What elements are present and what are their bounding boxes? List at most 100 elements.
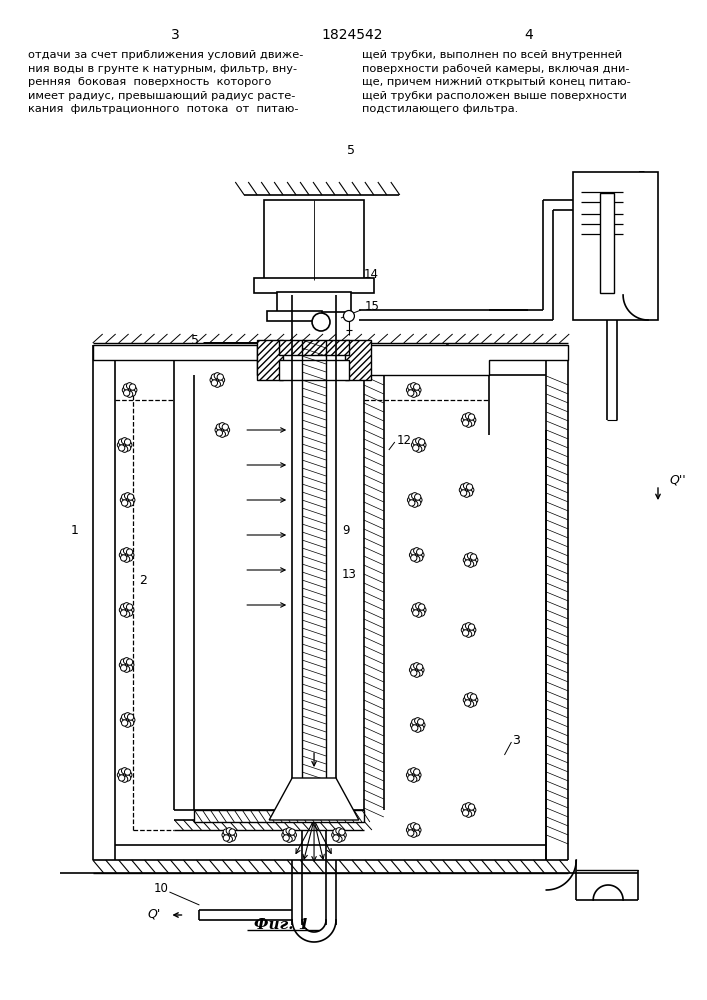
Circle shape — [214, 381, 221, 387]
Circle shape — [217, 374, 223, 380]
Circle shape — [286, 828, 292, 834]
Circle shape — [461, 627, 467, 633]
Circle shape — [469, 417, 476, 423]
Text: 4: 4 — [443, 342, 450, 355]
Circle shape — [120, 497, 127, 503]
Circle shape — [419, 439, 425, 445]
Circle shape — [410, 722, 416, 728]
Circle shape — [469, 630, 474, 636]
Circle shape — [122, 714, 128, 720]
Circle shape — [127, 665, 133, 671]
Text: 10: 10 — [154, 882, 169, 894]
Circle shape — [122, 768, 128, 774]
Circle shape — [120, 604, 127, 610]
Circle shape — [127, 494, 134, 500]
Bar — [194, 810, 364, 822]
Circle shape — [416, 664, 423, 670]
Circle shape — [214, 373, 221, 379]
Circle shape — [463, 557, 469, 563]
Bar — [600, 193, 614, 293]
Circle shape — [413, 439, 419, 445]
Circle shape — [414, 500, 421, 506]
Bar — [279, 360, 349, 380]
Circle shape — [128, 552, 134, 558]
Text: Q': Q' — [148, 908, 161, 920]
Polygon shape — [349, 345, 568, 375]
Circle shape — [411, 442, 418, 448]
Circle shape — [290, 832, 296, 838]
Text: 15: 15 — [365, 300, 380, 314]
Circle shape — [127, 720, 134, 726]
Circle shape — [122, 438, 128, 444]
Circle shape — [124, 493, 131, 499]
Circle shape — [129, 390, 136, 396]
Circle shape — [469, 627, 476, 633]
Bar — [267, 311, 322, 321]
Circle shape — [407, 497, 414, 503]
Circle shape — [129, 717, 135, 723]
Circle shape — [416, 670, 423, 676]
Circle shape — [127, 714, 134, 720]
Circle shape — [467, 553, 474, 559]
Circle shape — [219, 431, 226, 437]
Text: 13: 13 — [342, 568, 357, 582]
Circle shape — [216, 424, 223, 430]
Circle shape — [411, 391, 417, 397]
Circle shape — [470, 560, 477, 566]
Circle shape — [416, 438, 422, 444]
Circle shape — [124, 713, 131, 719]
Circle shape — [129, 497, 135, 503]
Circle shape — [413, 445, 419, 451]
Circle shape — [283, 829, 289, 835]
Circle shape — [419, 722, 425, 728]
Circle shape — [464, 694, 471, 700]
Circle shape — [332, 832, 338, 838]
Circle shape — [418, 725, 423, 731]
Circle shape — [467, 693, 474, 699]
Circle shape — [117, 772, 124, 778]
Circle shape — [119, 552, 126, 558]
Circle shape — [289, 829, 296, 835]
Circle shape — [413, 604, 419, 610]
Circle shape — [418, 667, 424, 673]
Circle shape — [409, 552, 416, 558]
Circle shape — [124, 603, 130, 609]
Circle shape — [469, 807, 476, 813]
Bar — [257, 340, 283, 380]
Circle shape — [223, 427, 230, 433]
Circle shape — [210, 377, 216, 383]
Circle shape — [120, 665, 127, 671]
Circle shape — [127, 391, 133, 397]
Circle shape — [124, 390, 130, 396]
Circle shape — [216, 430, 223, 436]
Circle shape — [411, 719, 418, 725]
Circle shape — [463, 483, 469, 489]
Circle shape — [420, 442, 426, 448]
Circle shape — [413, 610, 419, 616]
Circle shape — [467, 701, 474, 707]
Circle shape — [229, 829, 235, 835]
Polygon shape — [269, 778, 359, 820]
Circle shape — [122, 776, 128, 782]
Bar — [277, 292, 351, 312]
Text: Q'': Q'' — [670, 474, 686, 487]
Circle shape — [469, 420, 474, 426]
Circle shape — [414, 824, 420, 830]
Circle shape — [467, 484, 473, 490]
Circle shape — [119, 607, 126, 613]
Circle shape — [418, 719, 423, 725]
Circle shape — [467, 487, 474, 493]
Circle shape — [128, 607, 134, 613]
Circle shape — [416, 611, 422, 617]
Circle shape — [414, 494, 421, 500]
Circle shape — [408, 824, 414, 830]
Circle shape — [465, 811, 472, 817]
Text: отдачи за счет приближения условий движе-
ния воды в грунте к натурным, фильтр, : отдачи за счет приближения условий движе… — [28, 50, 303, 114]
Circle shape — [465, 631, 472, 637]
Circle shape — [124, 384, 130, 390]
Circle shape — [211, 380, 218, 386]
Circle shape — [127, 500, 134, 506]
Circle shape — [415, 772, 421, 778]
Circle shape — [124, 721, 131, 727]
Circle shape — [408, 390, 414, 396]
